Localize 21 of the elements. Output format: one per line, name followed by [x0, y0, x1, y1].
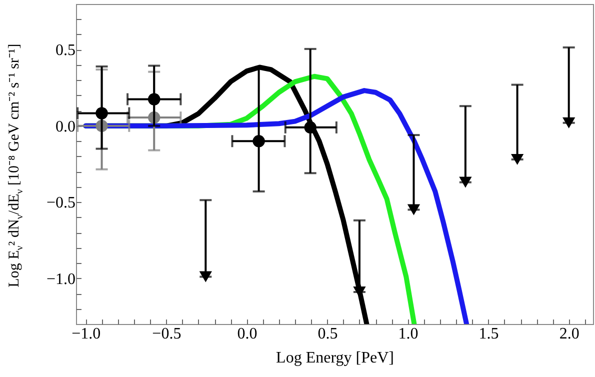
- y-tick-label: −1.0: [46, 270, 76, 288]
- x-axis-title: Log Energy [PeV]: [276, 350, 394, 366]
- x-tick-label: 2.0: [559, 326, 580, 342]
- point: [407, 204, 420, 216]
- point: [304, 121, 316, 134]
- point: [199, 271, 212, 282]
- x-tick-label: −0.5: [152, 326, 182, 342]
- point: [252, 135, 265, 148]
- point: [148, 93, 160, 106]
- point: [96, 107, 108, 120]
- y-tick-label: 0.0: [56, 118, 76, 136]
- x-tick-label: −1.0: [72, 326, 101, 342]
- x-tick-label: 0.5: [318, 326, 338, 342]
- x-tick-label: 1.0: [398, 326, 418, 342]
- x-tick-label: 1.5: [478, 326, 499, 342]
- point: [562, 117, 576, 128]
- y-tick-label: 0.5: [56, 42, 76, 60]
- x-tick-label: 0.0: [237, 326, 258, 342]
- y-tick-label: −0.5: [46, 194, 76, 212]
- point: [459, 176, 472, 188]
- point: [510, 154, 524, 165]
